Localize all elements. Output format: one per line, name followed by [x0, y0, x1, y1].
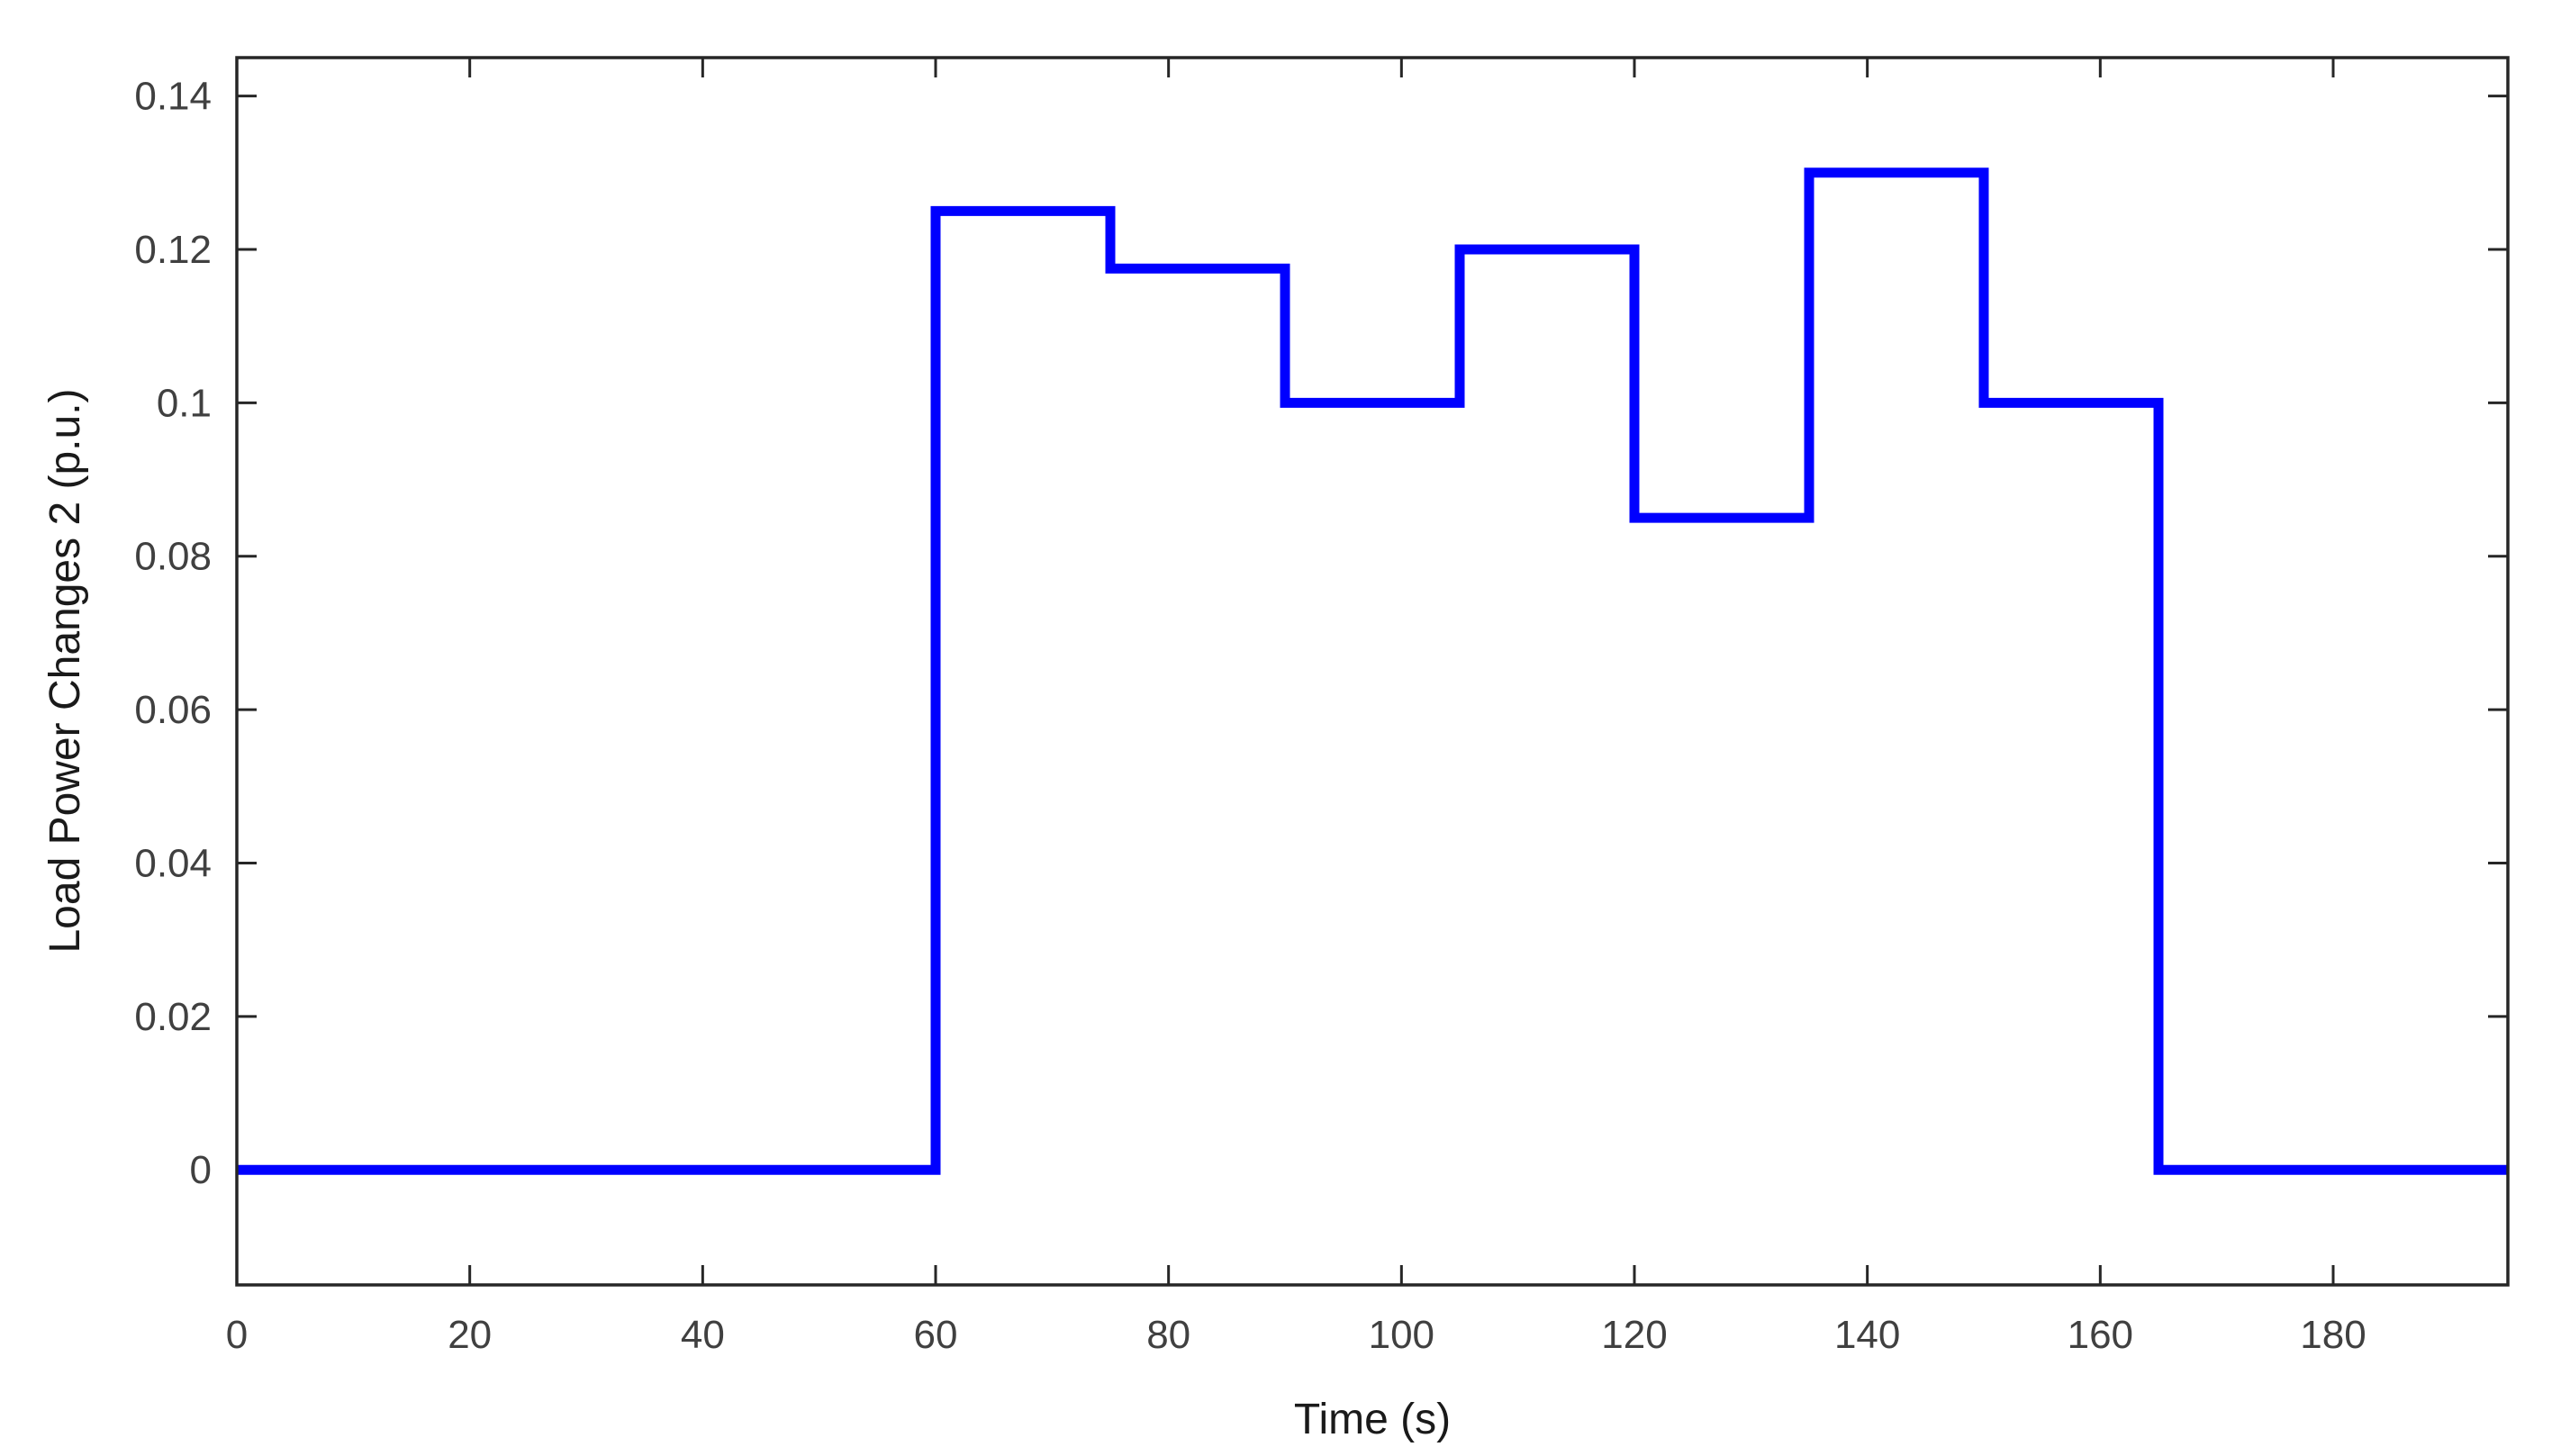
series-layer: [237, 167, 2508, 1175]
y-tick-label: 0.04: [134, 841, 212, 885]
y-tick-label: 0: [190, 1148, 212, 1192]
y-axis-title: Load Power Changes 2 (p.u.): [41, 388, 89, 953]
plot-frame: [235, 56, 2510, 1287]
x-tick-label: 0: [226, 1313, 248, 1357]
y-tick-label: 0.14: [134, 75, 212, 119]
y-tick-label: 0.02: [134, 995, 212, 1039]
y-tick-label: 0.12: [134, 228, 212, 272]
x-tick-label: 100: [1369, 1313, 1434, 1357]
x-tick-label: 140: [1834, 1313, 1900, 1357]
y-tick-label: 0.08: [134, 535, 212, 579]
x-tick-label: 20: [448, 1313, 492, 1357]
axis-ticks: [235, 58, 2508, 1285]
x-tick-label: 60: [914, 1313, 958, 1357]
x-tick-label: 180: [2300, 1313, 2366, 1357]
plot-background: [237, 58, 2508, 1285]
x-tick-label: 40: [681, 1313, 725, 1357]
x-tick-label: 160: [2068, 1313, 2133, 1357]
x-tick-label: 120: [1601, 1313, 1667, 1357]
y-tick-label: 0.06: [134, 688, 212, 732]
x-tick-label: 80: [1146, 1313, 1190, 1357]
x-axis-title: Time (s): [1294, 1396, 1451, 1443]
tick-labels: 0 20 40 60 80 100 120 140 160 180 0 0.02 0.04 0.06 0.0…: [134, 75, 2366, 1357]
series-line: [237, 167, 2508, 1175]
y-tick-label: 0.1: [157, 381, 212, 425]
